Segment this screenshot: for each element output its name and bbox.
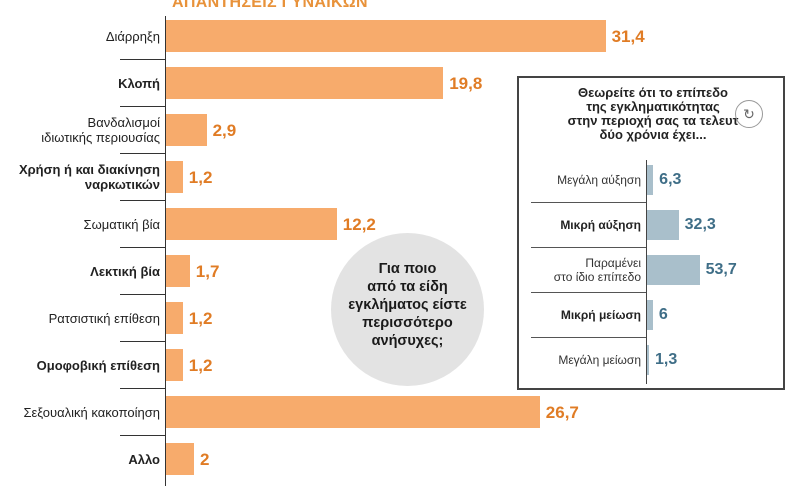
panel-question-line: στην περιοχή σας τα τελευτ [567, 113, 739, 128]
question-text: Για ποιο από τα είδη εγκλήματος είστε περισ… [331, 260, 484, 350]
category-label-line: Μικρή αύξηση [560, 218, 641, 232]
bar [166, 161, 183, 193]
bar [166, 208, 337, 240]
category-label: Λεκτική βία [2, 264, 160, 279]
question-bubble: Για ποιο από τα είδη εγκλήματος είστε περισ… [331, 233, 484, 386]
category-label: Μικρή μείωση [519, 308, 641, 322]
category-label-line: Μεγάλη μείωση [558, 353, 641, 367]
value-label: 2 [200, 450, 210, 469]
refresh-icon: ↻ [735, 100, 763, 128]
bar [166, 114, 207, 146]
category-label-line: Λεκτική βία [90, 263, 160, 279]
row-separator [120, 435, 165, 436]
category-label-line: Διάρρηξη [105, 28, 160, 44]
panel-question: Θεωρείτε ότι το επίπεδο της εγκληματικότη… [535, 86, 771, 142]
category-label: Ρατσιστική επίθεση [2, 311, 160, 326]
crime-trend-panel: Θεωρείτε ότι το επίπεδο της εγκληματικότη… [517, 76, 785, 390]
bar [166, 396, 540, 428]
category-label: Μεγάλη μείωση [519, 353, 641, 367]
row-separator [531, 247, 646, 248]
bar [647, 210, 679, 240]
category-label-line: Αλλο [128, 451, 160, 467]
question-line: Για ποιο [378, 261, 437, 277]
category-label-line: Σεξουαλική κακοποίηση [23, 404, 160, 420]
category-label-line: ναρκωτικών [84, 177, 160, 192]
bar [166, 67, 444, 99]
category-label-line: Μικρή μείωση [560, 308, 641, 322]
category-label: Κλοπή [2, 76, 160, 91]
bar [166, 443, 194, 475]
category-label: Σεξουαλική κακοποίηση [2, 405, 160, 420]
value-label: 1,2 [188, 309, 213, 328]
row-separator [531, 337, 646, 338]
category-label-line: Ομοφοβική επίθεση [36, 357, 160, 373]
panel-axis-line [646, 160, 647, 384]
category-label: Βανδαλισμοί ιδιωτικής περιουσίας [2, 115, 160, 145]
value-label: 26,7 [545, 403, 579, 422]
category-label: Παραμένει στο ίδιο επίπεδο [519, 256, 641, 284]
bar [166, 302, 183, 334]
value-label: 31,4 [611, 27, 645, 46]
value-label: 1,7 [195, 262, 220, 281]
value-label: 6,3 [659, 171, 682, 188]
row-separator [120, 59, 165, 60]
value-label: 19,8 [449, 74, 483, 93]
question-line: ανήσυχες; [371, 333, 444, 349]
category-label: Σωματική βία [2, 217, 160, 232]
row-separator [120, 341, 165, 342]
row-separator [120, 153, 165, 154]
value-label: 2,9 [212, 121, 237, 140]
chart-title: ΑΠΑΝΤΗΣΕΙΣ ΓΥΝΑΙΚΩΝ [172, 0, 368, 11]
category-label: Χρήση ή και διακίνηση ναρκωτικών [2, 162, 160, 192]
category-label: Ομοφοβική επίθεση [2, 358, 160, 373]
category-label-line: Σωματική βία [83, 216, 160, 232]
value-label: 12,2 [342, 215, 376, 234]
row-separator [531, 202, 646, 203]
row-separator [120, 247, 165, 248]
question-line: περισσότερο [362, 315, 453, 331]
value-label: 1,3 [655, 351, 678, 368]
category-label-line: Βανδαλισμοί [87, 115, 160, 130]
panel-question-line: της εγκληματικότητας [586, 99, 720, 114]
category-label: Μεγάλη αύξηση [519, 173, 641, 187]
category-label-line: ιδιωτικής περιουσίας [41, 130, 160, 145]
category-label-line: Παραμένει [585, 256, 641, 270]
value-label: 1,2 [188, 356, 213, 375]
row-separator [120, 388, 165, 389]
row-separator [120, 200, 165, 201]
row-separator [120, 294, 165, 295]
question-line: από τα είδη [367, 279, 448, 295]
bar [166, 349, 183, 381]
category-label-line: Ρατσιστική επίθεση [48, 310, 160, 326]
bar [647, 345, 649, 375]
bar [647, 165, 654, 195]
category-label-line: Χρήση ή και διακίνηση [18, 162, 160, 177]
value-label: 53,7 [705, 261, 737, 278]
bar [647, 255, 700, 285]
category-label-line: Μεγάλη αύξηση [557, 173, 641, 187]
question-line: εγκλήματος είστε [348, 297, 467, 313]
panel-question-line: Θεωρείτε ότι το επίπεδο [578, 85, 728, 100]
bar [166, 20, 606, 52]
bar [647, 300, 653, 330]
category-label: Διάρρηξη [2, 29, 160, 44]
row-separator [531, 292, 646, 293]
panel-question-line: δύο χρόνια έχει... [599, 127, 707, 142]
category-label-line: Κλοπή [118, 75, 160, 91]
value-label: 6 [658, 306, 668, 323]
category-label-line: στο ίδιο επίπεδο [553, 270, 641, 284]
row-separator [120, 106, 165, 107]
value-label: 1,2 [188, 168, 213, 187]
bar [166, 255, 190, 287]
value-label: 32,3 [684, 216, 716, 233]
left-axis-line [165, 16, 166, 486]
category-label: Αλλο [2, 452, 160, 467]
category-label: Μικρή αύξηση [519, 218, 641, 232]
